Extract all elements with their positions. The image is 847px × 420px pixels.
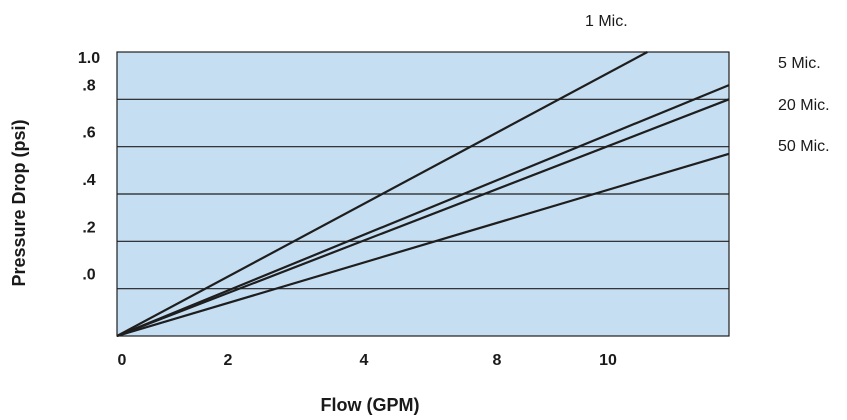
y-axis-ticks: .0 .2 .4 .6 .8 1.0 — [78, 50, 100, 284]
y-tick-label: 1.0 — [78, 50, 100, 67]
y-tick-label: .0 — [82, 267, 95, 284]
y-tick-label: .8 — [82, 77, 95, 94]
gridlines — [117, 98, 729, 290]
series-lines — [116, 51, 730, 338]
series-line — [116, 98, 730, 338]
plot-frame — [116, 51, 730, 337]
x-axis-title: Flow (GPM) — [321, 395, 420, 415]
series-line — [116, 152, 730, 338]
series-label: 20 Mic. — [778, 97, 830, 114]
series-line — [116, 84, 730, 338]
x-tick-label: 0 — [118, 352, 127, 369]
series-line — [116, 51, 648, 337]
y-axis-title: Pressure Drop (psi) — [9, 119, 29, 286]
y-tick-label: .2 — [82, 219, 95, 236]
y-tick-label: .4 — [82, 172, 95, 189]
x-tick-label: 2 — [224, 352, 233, 369]
x-axis-ticks: 0 2 4 8 10 — [118, 352, 617, 369]
series-label: 50 Mic. — [778, 138, 830, 155]
y-tick-label: .6 — [82, 125, 95, 142]
series-label: 1 Mic. — [585, 13, 628, 30]
x-tick-label: 4 — [360, 352, 369, 369]
x-tick-label: 8 — [493, 352, 502, 369]
legend: 1 Mic. 5 Mic. 20 Mic. 50 Mic. — [585, 13, 830, 155]
series-label: 5 Mic. — [778, 55, 821, 72]
x-tick-label: 10 — [599, 352, 617, 369]
